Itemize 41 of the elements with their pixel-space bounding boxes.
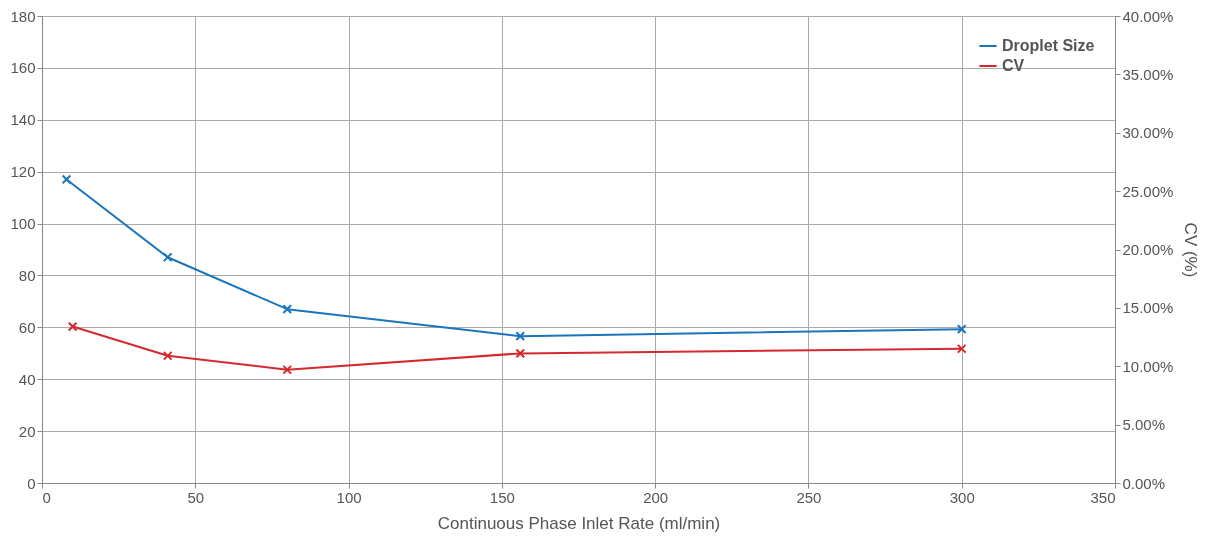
y2-tick-label: 5.00%	[1122, 416, 1166, 434]
point	[61, 174, 72, 185]
y2-tick-label: 30.00%	[1122, 124, 1174, 142]
point	[162, 350, 173, 361]
x-tick-label: 0	[42, 488, 51, 506]
point	[956, 343, 967, 354]
point	[282, 364, 293, 375]
point	[515, 348, 526, 359]
x-tick-label: 300	[949, 488, 975, 506]
y2-tick-label: 35.00%	[1122, 65, 1174, 83]
y-tick-label: 0	[27, 474, 36, 492]
y-tick-label: 100	[10, 215, 36, 233]
x-tick-label: 350	[1090, 488, 1116, 506]
point	[282, 304, 293, 315]
y2-tick-label: 20.00%	[1122, 241, 1174, 258]
x-tick-label: 150	[489, 488, 515, 506]
y2-tick-label: 0.00%	[1122, 474, 1166, 492]
point	[162, 252, 173, 263]
y2-tick-label: 25.00%	[1122, 182, 1174, 200]
y2-axis-title: CV (%)	[1181, 222, 1201, 278]
x-tick-label: 200	[643, 488, 669, 506]
y-tick-label: 40	[18, 370, 36, 388]
x-tick-label: 50	[187, 488, 205, 506]
y-tick-label: 80	[18, 266, 36, 284]
y-tick-label: 140	[10, 111, 36, 129]
y-tick-label: 20	[18, 422, 36, 440]
legend-label: CV	[1002, 57, 1025, 74]
y-tick-label: 60	[18, 318, 36, 336]
y2-tick-label: 40.00%	[1122, 7, 1174, 25]
y-tick-label: 180	[10, 7, 36, 25]
point	[67, 321, 78, 332]
x-tick-label: 100	[336, 488, 362, 506]
point	[956, 324, 967, 335]
point	[515, 331, 526, 342]
legend-label: Droplet Size	[1002, 37, 1095, 54]
y2-tick-label: 15.00%	[1122, 299, 1174, 317]
y2-tick-label: 10.00%	[1122, 357, 1174, 375]
x-axis-title: Continuous Phase Inlet Rate (ml/min)	[437, 513, 721, 533]
y-tick-label: 120	[10, 163, 36, 181]
x-tick-label: 250	[796, 488, 822, 506]
y-tick-label: 160	[10, 59, 36, 77]
